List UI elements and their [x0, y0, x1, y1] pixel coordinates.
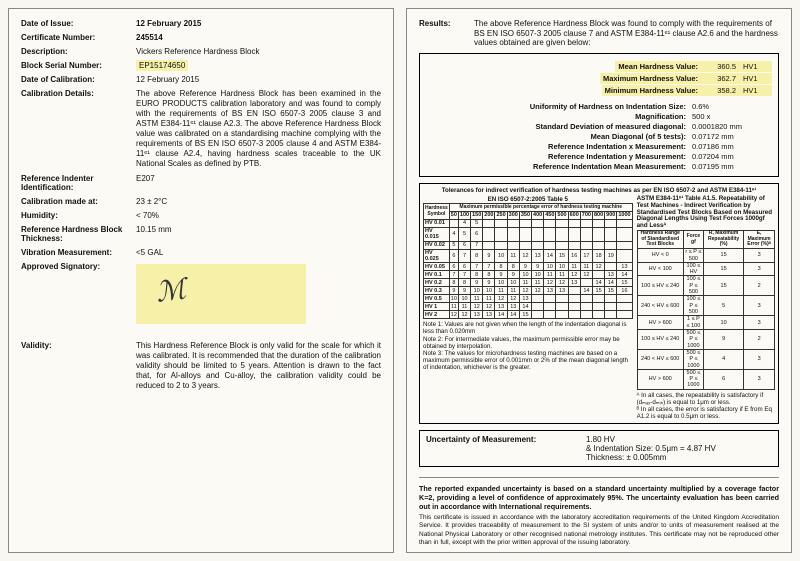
label: Uncertainty of Measurement: [426, 435, 586, 462]
label: Certificate Number: [21, 33, 136, 42]
tolerances-box: Tolerances for indirect verification of … [419, 183, 779, 425]
value: Vickers Reference Hardness Block [136, 47, 381, 56]
label: Mean Hardness Value: [615, 61, 702, 72]
footer: The reported expanded uncertainty is bas… [419, 477, 779, 547]
label: Maximum Hardness Value: [600, 73, 702, 84]
signature-icon: ℳ [154, 272, 188, 310]
uncertainty-box: Uncertainty of Measurement: 1.80 HV & In… [419, 430, 779, 467]
value: & Indentation Size: 0.5μm = 4.87 HV [586, 444, 772, 453]
value: The above Reference Hardness Block was f… [474, 19, 779, 48]
value: 0.07204 mm [692, 152, 772, 161]
note: Note 3: The values for microhardness tes… [423, 350, 633, 371]
label: Block Serial Number: [21, 61, 136, 70]
value: 23 ± 2°C [136, 197, 381, 206]
label: Date of Calibration: [21, 75, 136, 84]
value: 0.6% [692, 102, 772, 111]
value: < 70% [136, 211, 381, 220]
label: Results: [419, 19, 474, 48]
value: 12 February 2015 [136, 75, 381, 84]
footer-bold: The reported expanded uncertainty is bas… [419, 484, 779, 511]
value: 0.07186 mm [692, 142, 772, 151]
label: Minimum Hardness Value: [602, 85, 702, 96]
value: 245514 [136, 33, 381, 42]
hardness-values: Mean Hardness Value:360.5HV1 Maximum Har… [426, 61, 772, 96]
label: Approved Signatory: [21, 262, 136, 324]
unit: HV1 [740, 85, 772, 96]
label: Reference Indenter Identification: [21, 174, 136, 192]
tol-title: Tolerances for indirect verification of … [423, 187, 775, 194]
certificate-left-page: Date of Issue:12 February 2015 Certifica… [8, 8, 394, 553]
label: Reference Indentation y Measurement: [426, 152, 692, 161]
label: Vibration Measurement: [21, 248, 136, 257]
unit: HV1 [740, 73, 772, 84]
label: Reference Indentation x Measurement: [426, 142, 692, 151]
table5-title: EN ISO 6507-2:2005 Table 5 [423, 196, 633, 203]
value: 358.2 [702, 85, 740, 96]
value: 0.07172 mm [692, 132, 772, 141]
label: Standard Deviation of measured diagonal: [426, 122, 692, 131]
value: Thickness: ± 0.005mm [586, 453, 772, 462]
a15-title: ASTM E384-11ᵉ¹ Table A1.5. Repeatability… [637, 196, 775, 230]
label: Reference Indentation Mean Measurement: [426, 162, 692, 171]
label: Magnification: [426, 112, 692, 121]
unit: HV1 [740, 61, 772, 72]
signature-box: ℳ [136, 264, 306, 324]
results-box: Mean Hardness Value:360.5HV1 Maximum Har… [419, 53, 779, 177]
value: 0.07195 mm [692, 162, 772, 171]
value: 1.80 HV [586, 435, 772, 444]
label: Humidity: [21, 211, 136, 220]
footer-fine: This certificate is issued in accordance… [419, 514, 779, 547]
note: ᴬ In all cases, the repeatability is sat… [637, 392, 775, 406]
certificate-right-page: Results:The above Reference Hardness Blo… [406, 8, 792, 553]
label: Mean Diagonal (of 5 tests): [426, 132, 692, 141]
label: Date of Issue: [21, 19, 136, 28]
value: 500 x [692, 112, 772, 121]
note: Note 1: Values are not given when the le… [423, 321, 633, 335]
value: 10.15 mm [136, 225, 381, 243]
value: The above Reference Hardness Block has b… [136, 89, 381, 169]
label: Calibration made at: [21, 197, 136, 206]
note: ᴮ In all cases, the error is satisfactor… [637, 406, 775, 420]
value: 12 February 2015 [136, 19, 381, 28]
value: EP15174650 [136, 61, 381, 70]
signature-area: ℳ [136, 262, 381, 324]
value: 0.0001820 mm [692, 122, 772, 131]
label: Validity: [21, 341, 136, 391]
value: 362.7 [702, 73, 740, 84]
label: Reference Hardness Block Thickness: [21, 225, 136, 243]
label: Uniformity of Hardness on Indentation Si… [426, 102, 692, 111]
value: 360.5 [702, 61, 740, 72]
note: Note 2: For intermediate values, the max… [423, 336, 633, 350]
en-iso-table5: HardnessSymbolMaximum permissible percen… [423, 203, 633, 319]
astm-table-a15: Hardness Range of Standardised Test Bloc… [637, 230, 775, 390]
value: <5 GAL [136, 248, 381, 257]
value: This Hardness Reference Block is only va… [136, 341, 381, 391]
label: Calibration Details: [21, 89, 136, 169]
label: Description: [21, 47, 136, 56]
value: E207 [136, 174, 381, 192]
